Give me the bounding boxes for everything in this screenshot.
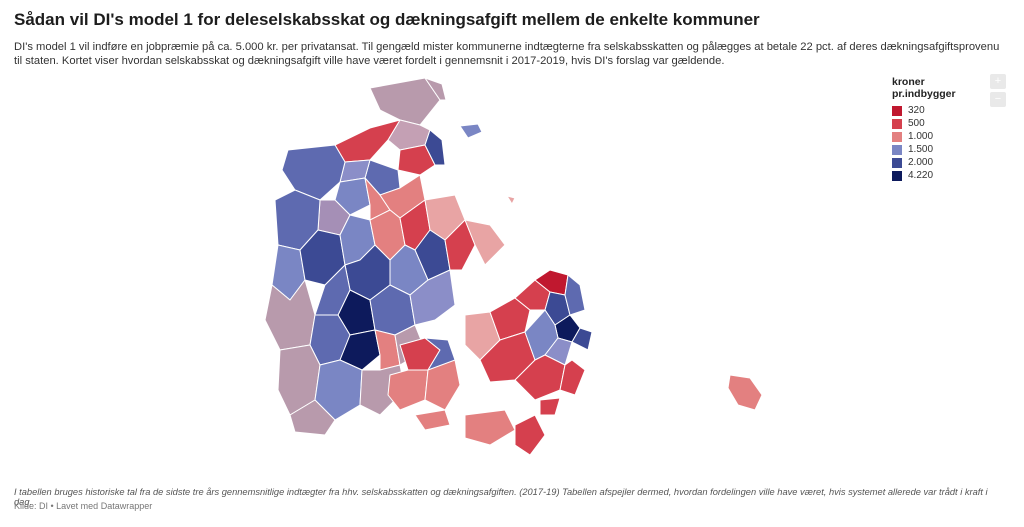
legend-swatch <box>892 118 902 129</box>
municipality-region[interactable] <box>506 195 516 205</box>
legend-label: 1.500 <box>908 144 934 155</box>
legend-swatch <box>892 105 902 116</box>
municipality-region[interactable] <box>444 219 476 271</box>
municipality-region[interactable] <box>424 77 447 101</box>
legend-swatch <box>892 157 902 168</box>
zoom-out-button[interactable]: − <box>990 92 1006 107</box>
municipality-region[interactable] <box>727 374 763 411</box>
legend-item: 1.000 <box>892 130 987 143</box>
legend-item: 2.000 <box>892 156 987 169</box>
municipality-region[interactable] <box>281 144 346 201</box>
legend-label: 4.220 <box>908 170 934 181</box>
legend-swatch <box>892 144 902 155</box>
municipality-region[interactable] <box>514 414 546 456</box>
municipality-region[interactable] <box>289 399 336 436</box>
legend-item: 4.220 <box>892 169 987 182</box>
municipality-region[interactable] <box>464 409 516 446</box>
legend-label: 500 <box>908 118 925 129</box>
municipality-region[interactable] <box>414 409 451 431</box>
legend-item: 320 <box>892 104 987 117</box>
legend-label: 320 <box>908 105 925 116</box>
choropleth-map[interactable] <box>250 70 790 480</box>
source-line: Kilde: DI • Lavet med Datawrapper <box>14 501 153 511</box>
chart-subtitle: DI's model 1 vil indføre en jobpræmie på… <box>14 41 1000 67</box>
municipality-region[interactable] <box>571 327 593 351</box>
footnote: I tabellen bruges historiske tal fra de … <box>14 487 988 507</box>
legend-label: 2.000 <box>908 157 934 168</box>
municipality-region[interactable] <box>489 297 531 341</box>
legend-title: kroner pr.indbygger <box>892 76 956 100</box>
municipality-region[interactable] <box>424 359 461 411</box>
municipality-region[interactable] <box>387 369 429 411</box>
municipality-region[interactable] <box>424 129 446 166</box>
legend-swatch <box>892 131 902 142</box>
municipality-region[interactable] <box>397 144 436 176</box>
zoom-in-button[interactable]: + <box>990 74 1006 89</box>
legend-item: 1.500 <box>892 143 987 156</box>
municipality-region[interactable] <box>459 123 483 139</box>
municipality-region[interactable] <box>539 397 561 416</box>
chart-title: Sådan vil DI's model 1 for deleselskabss… <box>14 10 760 29</box>
municipality-region[interactable] <box>339 329 381 371</box>
legend: kroner pr.indbygger 320 500 1.000 1.500 … <box>892 76 987 182</box>
legend-item: 500 <box>892 117 987 130</box>
municipality-region[interactable] <box>464 219 506 266</box>
denmark-map-svg[interactable] <box>250 70 790 480</box>
legend-swatch <box>892 170 902 181</box>
municipality-region[interactable] <box>559 359 586 396</box>
legend-label: 1.000 <box>908 131 934 142</box>
municipality-region[interactable] <box>564 274 586 316</box>
zoom-controls: + − <box>990 74 1006 110</box>
municipality-region[interactable] <box>334 177 371 216</box>
municipality-region[interactable] <box>314 264 351 316</box>
